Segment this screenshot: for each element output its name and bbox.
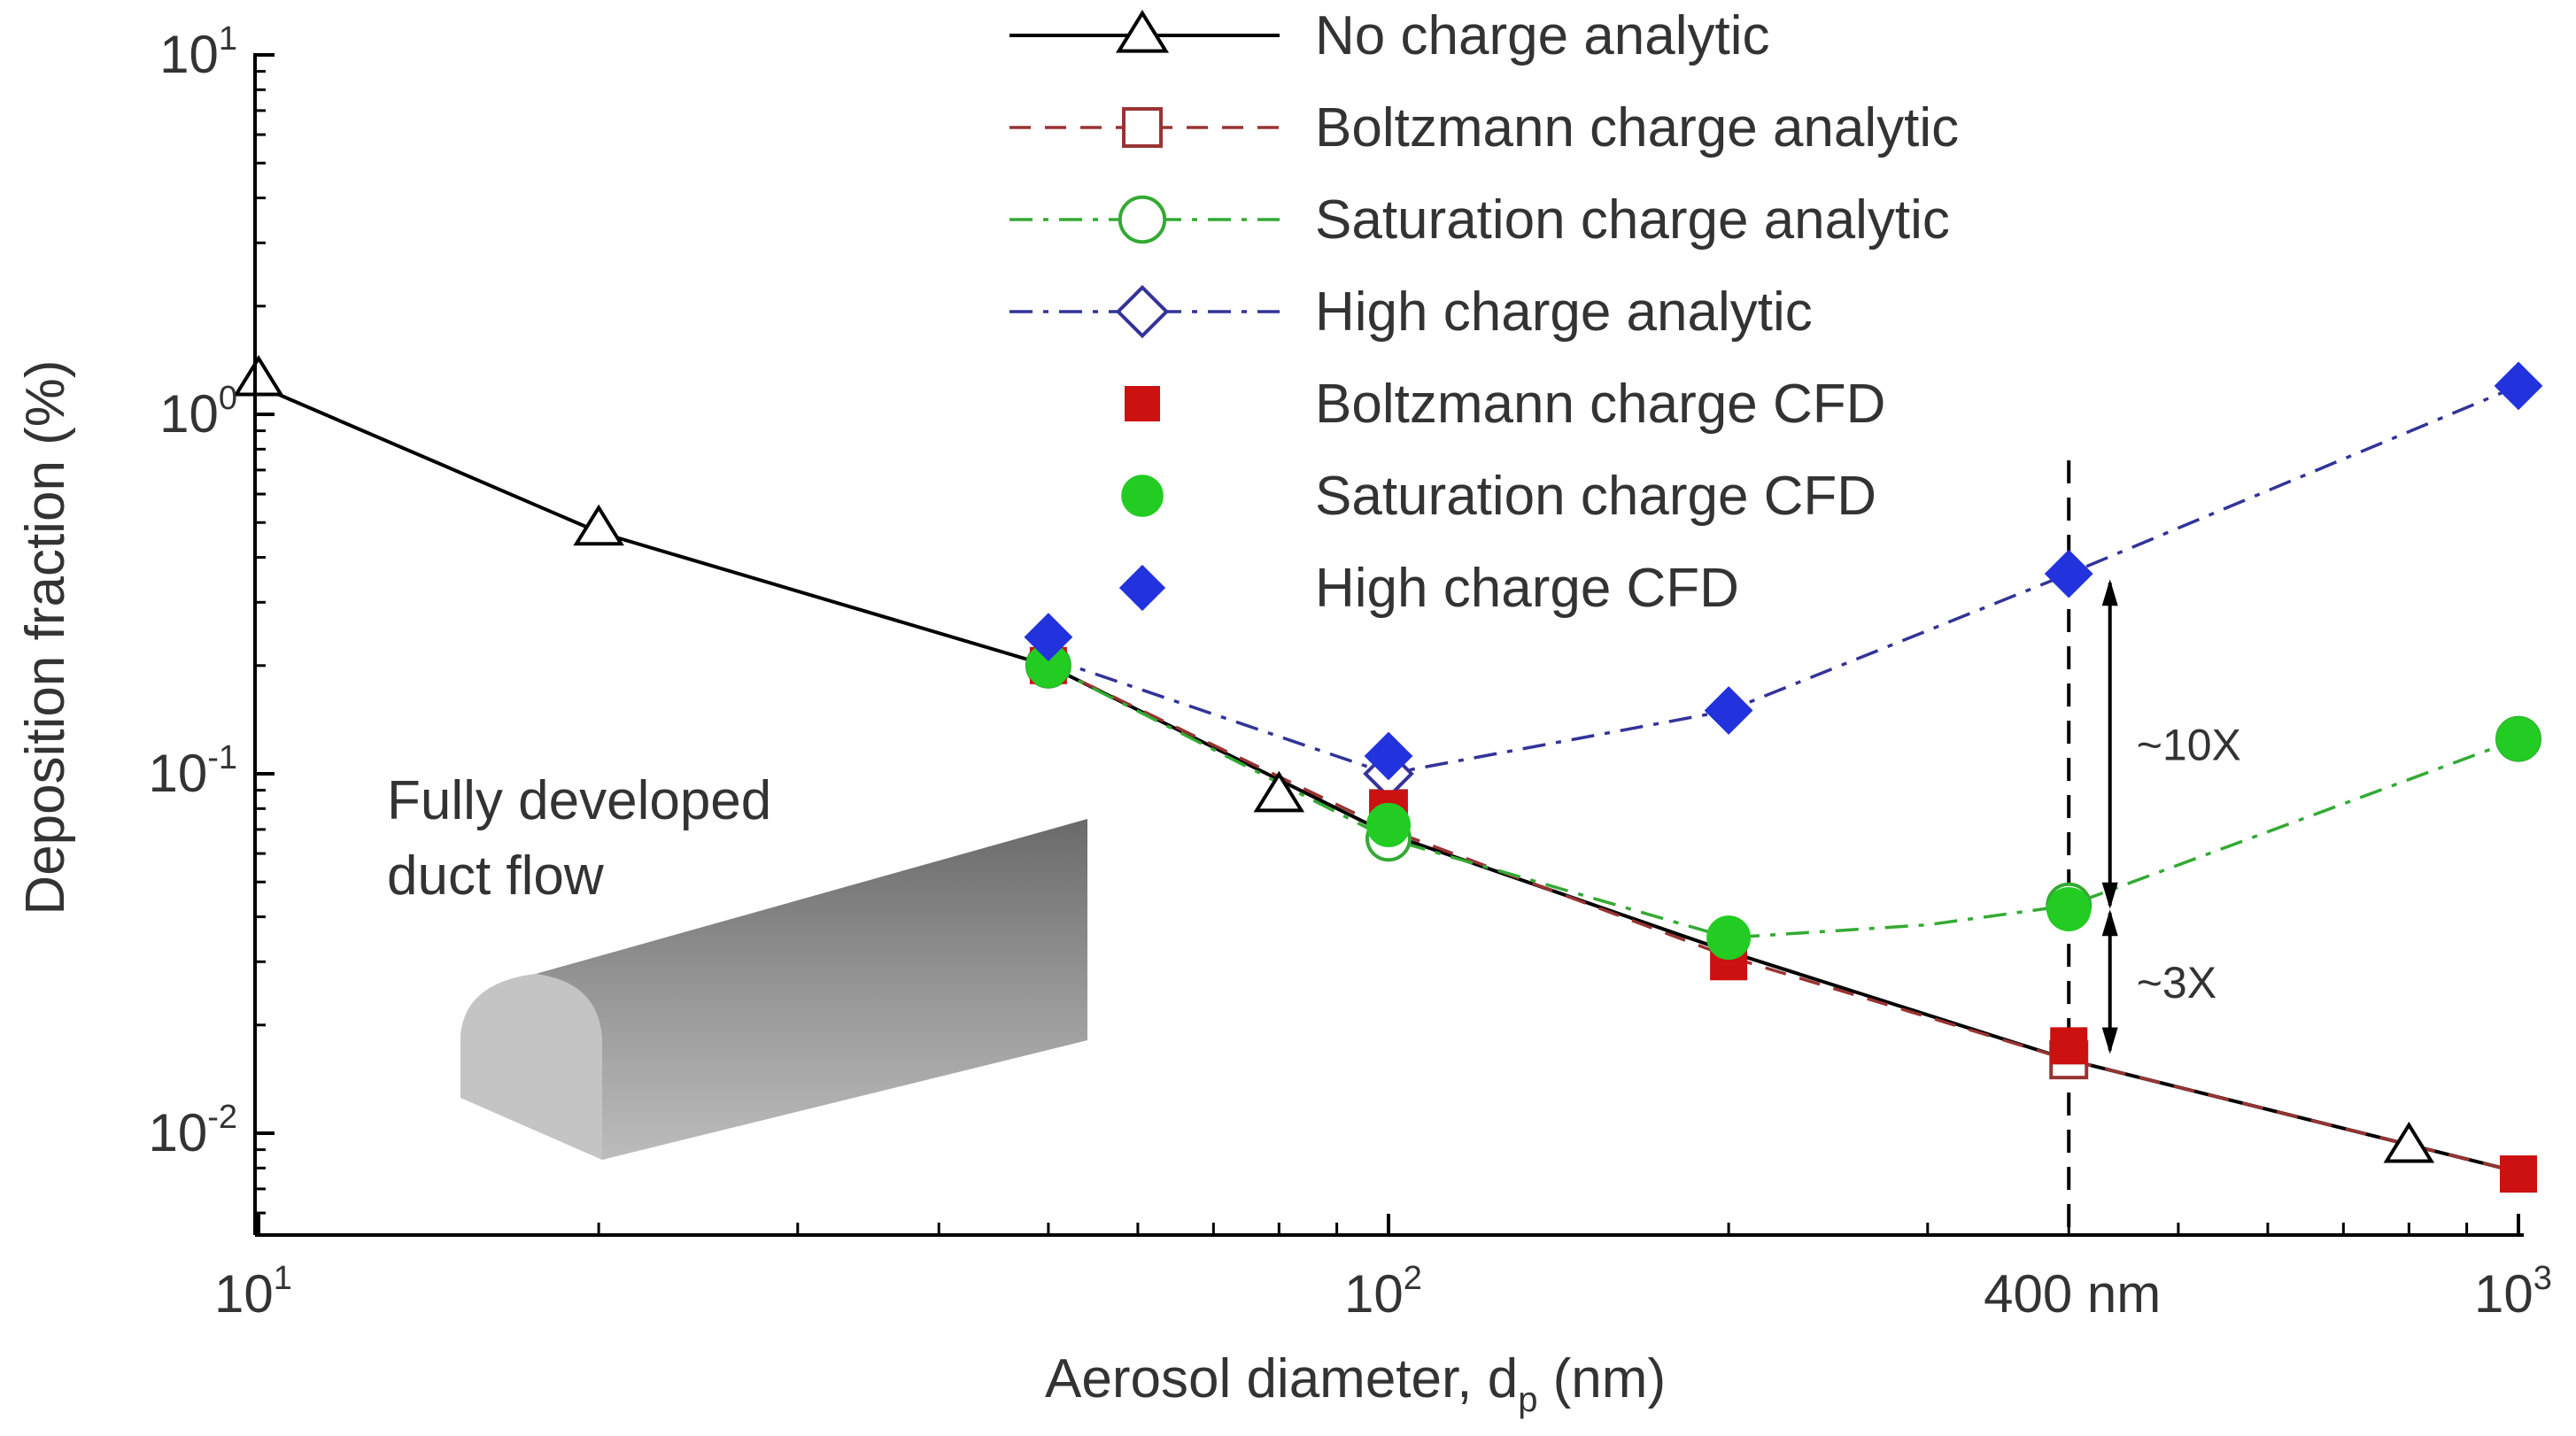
y-axis-title: Deposition fraction (%) bbox=[15, 359, 76, 915]
series-7-point-5 bbox=[2494, 361, 2543, 411]
series-6-point-5 bbox=[2496, 716, 2541, 761]
x-axis-title-sub: p bbox=[1518, 1380, 1537, 1419]
legend-label-5: Boltzmann charge CFD bbox=[1315, 374, 1885, 435]
ratio-arrowhead-bottom-2 bbox=[2101, 1027, 2118, 1054]
legend-marker-7 bbox=[1118, 564, 1166, 612]
x-tick-label-400nm: 400 nm bbox=[1984, 1264, 2161, 1324]
inset-label-line-2: duct flow bbox=[387, 845, 604, 907]
series-line-4 bbox=[1048, 384, 2519, 776]
series-1-marker-1 bbox=[233, 354, 284, 397]
axis-ticks-layer: 101 100 10-1 10-2 101 102 103 400 nm bbox=[148, 20, 2551, 1324]
legend-marker-1 bbox=[1115, 9, 1170, 53]
inset-label-line-1: Fully developed bbox=[387, 770, 771, 831]
series-1-marker-3 bbox=[1253, 770, 1305, 813]
series-markers-layer bbox=[233, 354, 2543, 1193]
legend-marker-6 bbox=[1121, 475, 1164, 517]
series-5-point-4 bbox=[2050, 1027, 2088, 1065]
series-7-point-3 bbox=[1704, 686, 1753, 735]
series-line-2 bbox=[1048, 664, 2519, 1174]
legend-label-2: Boltzmann charge analytic bbox=[1315, 97, 1959, 158]
ratio-arrowhead-top-2 bbox=[2101, 909, 2118, 937]
legend-label-3: Saturation charge analytic bbox=[1315, 189, 1950, 251]
series-6-point-4 bbox=[2046, 886, 2092, 931]
series-7-point-4 bbox=[2044, 549, 2093, 598]
ratio-label-1: ~10X bbox=[2137, 721, 2241, 770]
series-line-3 bbox=[1048, 664, 2519, 939]
series-7-point-2 bbox=[1364, 731, 1413, 781]
legend-marker-5 bbox=[1125, 386, 1160, 421]
x-axis-title: Aerosol diameter, dp (nm) bbox=[1045, 1348, 1666, 1419]
legend-marker-3 bbox=[1118, 195, 1167, 244]
series-1-marker-4 bbox=[2383, 1121, 2435, 1163]
x-axis-title-main: Aerosol diameter, d bbox=[1045, 1348, 1518, 1409]
ratio-label-2: ~3X bbox=[2137, 958, 2216, 1008]
legend-label-1: No charge analytic bbox=[1315, 5, 1770, 66]
series-6-point-3 bbox=[1706, 915, 1752, 961]
x-tick-label-2: 102 bbox=[1344, 1260, 1422, 1324]
y-tick-label-3: 10-1 bbox=[148, 739, 237, 803]
legend-label-6: Saturation charge CFD bbox=[1315, 466, 1876, 527]
x-axis-title-unit: (nm) bbox=[1537, 1348, 1666, 1409]
x-tick-label-3: 103 bbox=[2474, 1260, 2552, 1324]
duct-illustration bbox=[460, 819, 1087, 1160]
legend: No charge analytic Boltzmann charge analy… bbox=[1010, 5, 1959, 619]
x-tick-label-1: 101 bbox=[214, 1260, 292, 1324]
legend-marker-2 bbox=[1122, 107, 1163, 148]
ratio-arrowhead-top-1 bbox=[2101, 579, 2118, 606]
series-1-marker-2 bbox=[573, 504, 624, 546]
y-tick-label-4: 10-2 bbox=[148, 1099, 237, 1162]
legend-label-7: High charge CFD bbox=[1315, 558, 1739, 619]
series-6-point-2 bbox=[1366, 802, 1411, 847]
y-tick-label-2: 100 bbox=[159, 380, 237, 444]
series-7-point-1 bbox=[1024, 613, 1073, 662]
legend-label-4: High charge analytic bbox=[1315, 282, 1813, 343]
legend-marker-4 bbox=[1115, 284, 1170, 339]
ratio-arrowhead-bottom-1 bbox=[2101, 882, 2118, 909]
y-tick-label-1: 101 bbox=[159, 20, 237, 84]
ratio-annotations-layer: ~10X ~3X bbox=[2101, 579, 2241, 1054]
series-5-point-5 bbox=[2500, 1155, 2537, 1193]
